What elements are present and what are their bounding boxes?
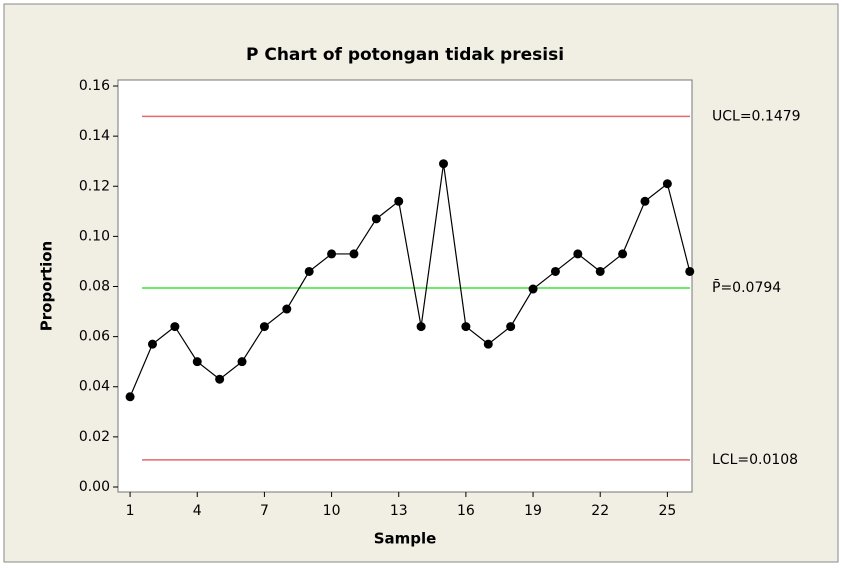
data-point bbox=[327, 249, 337, 259]
data-point bbox=[349, 249, 359, 259]
control-line-label: LCL=0.0108 bbox=[712, 452, 798, 468]
data-point bbox=[371, 214, 381, 224]
control-line-label: P̄=0.0794 bbox=[712, 278, 781, 296]
data-point bbox=[528, 284, 538, 294]
y-tick-label: 0.00 bbox=[79, 479, 110, 495]
data-point bbox=[125, 392, 135, 402]
y-tick-label: 0.16 bbox=[79, 78, 110, 94]
data-point bbox=[595, 266, 605, 276]
x-axis-label: Sample bbox=[374, 530, 437, 548]
y-tick-label: 0.02 bbox=[79, 429, 110, 445]
x-tick-label: 1 bbox=[126, 503, 135, 519]
data-point bbox=[461, 322, 471, 332]
y-axis-label: Proportion bbox=[38, 241, 56, 331]
x-tick-label: 16 bbox=[457, 503, 475, 519]
data-point bbox=[685, 266, 695, 276]
x-tick-label: 19 bbox=[524, 503, 542, 519]
x-tick-label: 10 bbox=[323, 503, 341, 519]
data-point bbox=[416, 322, 426, 332]
y-tick-label: 0.04 bbox=[79, 379, 110, 395]
data-point bbox=[550, 266, 560, 276]
data-point bbox=[147, 339, 157, 349]
data-point bbox=[483, 339, 493, 349]
y-tick-label: 0.14 bbox=[79, 128, 110, 144]
y-tick-label: 0.08 bbox=[79, 279, 110, 295]
data-point bbox=[662, 179, 672, 189]
x-tick-label: 25 bbox=[658, 503, 676, 519]
data-point bbox=[439, 159, 449, 169]
data-point bbox=[170, 322, 180, 332]
data-point bbox=[192, 357, 202, 367]
control-line-label: UCL=0.1479 bbox=[712, 108, 801, 124]
data-line bbox=[129, 163, 691, 398]
data-point bbox=[237, 357, 247, 367]
data-point bbox=[215, 374, 225, 384]
x-tick-label: 4 bbox=[193, 503, 202, 519]
data-point bbox=[573, 249, 583, 259]
y-tick-label: 0.10 bbox=[79, 228, 110, 244]
plot-area bbox=[117, 79, 693, 493]
x-tick-label: 7 bbox=[260, 503, 269, 519]
data-point bbox=[282, 304, 292, 314]
data-point bbox=[618, 249, 628, 259]
data-point bbox=[259, 322, 269, 332]
chart-title: P Chart of potongan tidak presisi bbox=[246, 45, 564, 65]
data-point bbox=[304, 266, 314, 276]
y-tick-label: 0.12 bbox=[79, 178, 110, 194]
y-tick-label: 0.06 bbox=[79, 329, 110, 345]
data-point bbox=[394, 196, 404, 206]
x-tick-label: 13 bbox=[390, 503, 408, 519]
data-point bbox=[640, 196, 650, 206]
x-tick-label: 22 bbox=[591, 503, 609, 519]
data-point bbox=[506, 322, 516, 332]
